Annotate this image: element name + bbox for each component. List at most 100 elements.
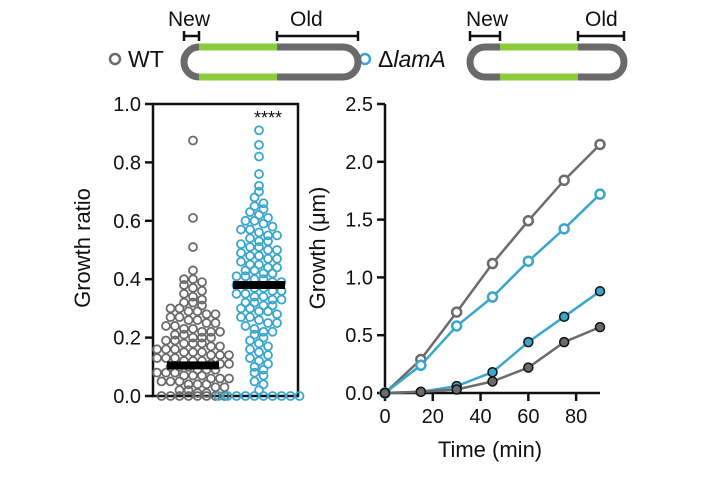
series-point: [594, 286, 606, 297]
x-tick-label: 20: [422, 406, 444, 428]
data-point: [210, 382, 221, 393]
x-tick-label: 60: [517, 406, 539, 428]
growth-time-axes: 0.0 0.5 1.0 1.5 2.0 2.5 0 20 40 60 80: [345, 94, 600, 428]
data-point: [249, 367, 260, 378]
data-point: [188, 338, 198, 349]
data-point: [188, 323, 198, 334]
legend-lama-label: ΔlamA: [378, 46, 446, 72]
data-point: [240, 271, 251, 282]
data-point: [165, 376, 176, 387]
data-point: [258, 370, 269, 381]
data-point: [156, 391, 167, 401]
data-point: [179, 338, 189, 349]
data-point: [161, 353, 171, 363]
data-point: [236, 256, 246, 267]
data-point: [263, 230, 273, 241]
data-point: [224, 358, 234, 369]
data-point: [179, 280, 189, 290]
new-pole-bracket-lama: [468, 31, 502, 41]
data-point: [240, 265, 251, 276]
y-tick-label: 0.0: [345, 383, 373, 405]
data-point: [206, 341, 216, 352]
data-point: [245, 344, 255, 355]
data-point: [236, 224, 246, 235]
data-point: [215, 326, 225, 337]
data-point: [231, 271, 242, 282]
y-tick-label: 1.0: [345, 267, 373, 289]
data-point: [183, 379, 194, 390]
growth-time-series: [379, 138, 606, 399]
data-point: [161, 335, 171, 346]
data-point: [263, 236, 273, 247]
data-point: [165, 312, 176, 323]
data-point: [179, 288, 189, 299]
data-point: [206, 326, 216, 337]
data-point: [183, 385, 194, 396]
data-point: [272, 309, 282, 320]
new-pole-label-lama: New: [466, 8, 509, 31]
data-point: [294, 391, 305, 401]
y-tick-label: 2.0: [345, 152, 373, 174]
x-tick-label: 40: [469, 406, 491, 428]
series-point: [558, 336, 570, 348]
data-point: [183, 391, 194, 401]
data-point: [197, 277, 207, 288]
new-pole-bracket-wt: [182, 31, 201, 41]
legend-wt-label: WT: [128, 46, 164, 72]
data-point: [215, 341, 225, 352]
data-point: [161, 344, 171, 355]
data-point: [219, 382, 230, 393]
data-point: [201, 318, 212, 328]
growth-ratio-points: [152, 125, 305, 401]
data-point: [210, 318, 221, 328]
data-point: [215, 350, 225, 361]
data-point: [188, 291, 198, 302]
data-point: [267, 294, 278, 305]
data-point: [188, 283, 198, 293]
y-tick-label: 0.2: [113, 328, 141, 350]
data-point: [188, 347, 198, 358]
series-point: [523, 362, 534, 373]
data-point: [249, 215, 260, 226]
data-point: [197, 370, 207, 381]
data-point: [258, 326, 269, 337]
cell-schematic-lama: New Old: [466, 8, 628, 81]
data-point: [170, 353, 180, 363]
data-point: [192, 391, 203, 401]
series-point: [379, 387, 391, 399]
data-point: [179, 274, 189, 285]
data-point: [240, 321, 251, 331]
data-point: [245, 207, 255, 217]
data-point: [285, 391, 296, 401]
series-point: [486, 291, 499, 303]
y-tick-label: 0.8: [113, 152, 141, 174]
data-point: [210, 391, 221, 401]
y-tick-label: 1.0: [113, 94, 141, 116]
data-point: [183, 315, 194, 325]
series-point: [450, 320, 463, 332]
growth-ratio-chart: Growth ratio **** 0.0 0.2 0.4 0.6 0.8 1.0: [70, 94, 305, 408]
series-point: [558, 223, 570, 235]
data-point: [245, 233, 255, 244]
y-tick-label: 0.4: [113, 269, 141, 291]
data-point: [254, 227, 264, 238]
data-point: [245, 242, 255, 252]
data-point: [245, 312, 255, 323]
growth-time-ylabel: Growth (μm): [305, 187, 330, 310]
old-pole-label-lama: Old: [585, 8, 618, 31]
data-point: [192, 315, 203, 325]
data-point: [188, 242, 198, 252]
data-point: [161, 321, 171, 331]
data-point: [272, 245, 282, 255]
data-point: [170, 321, 180, 331]
data-point: [165, 303, 176, 314]
data-point: [174, 385, 185, 396]
old-pole-bracket-wt: [275, 31, 360, 41]
series-point: [415, 386, 427, 398]
data-point: [258, 291, 269, 302]
legend-lama-prefix: Δ: [378, 46, 393, 72]
data-point: [174, 376, 185, 387]
data-point: [240, 215, 251, 226]
data-point: [152, 353, 162, 363]
